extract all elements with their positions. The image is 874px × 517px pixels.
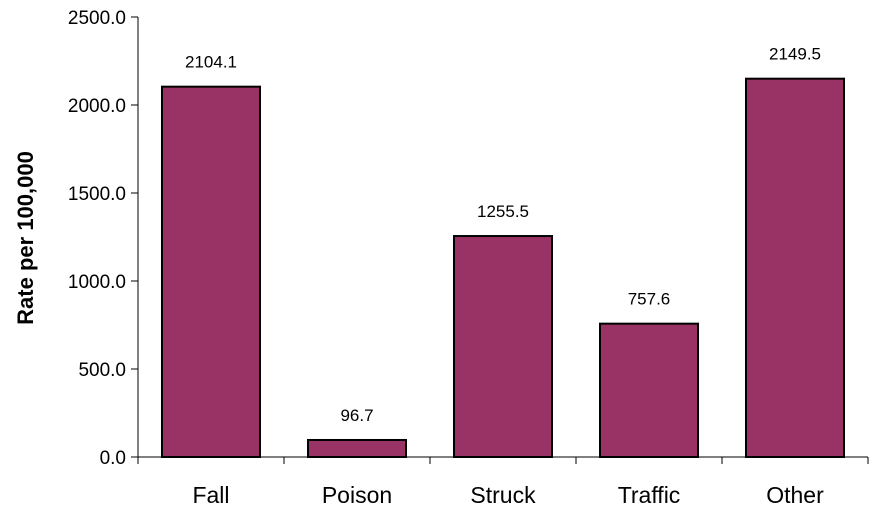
bar-struck <box>453 235 553 458</box>
y-tick-label: 1500.0 <box>68 184 126 205</box>
y-axis-title: Rate per 100,000 <box>13 151 38 325</box>
data-label: 2149.5 <box>769 45 821 64</box>
x-category-label: Poison <box>322 482 392 508</box>
x-category-label: Other <box>766 482 824 508</box>
bar-traffic <box>599 322 699 459</box>
data-label: 1255.5 <box>477 202 529 221</box>
y-tick-label: 2000.0 <box>68 96 126 117</box>
bar-other <box>745 77 845 459</box>
y-tick-label: 1000.0 <box>68 272 126 293</box>
x-category-label: Traffic <box>618 482 681 508</box>
plot-area: 0.0 500.0 1000.0 1500.0 2000.0 2500.0 2104.1 Fa… <box>68 8 869 508</box>
bar-fall <box>161 85 261 458</box>
bar-poison <box>307 438 407 459</box>
data-label: 96.7 <box>340 406 373 425</box>
data-label: 2104.1 <box>185 53 237 72</box>
data-label: 757.6 <box>628 290 671 309</box>
x-category-label: Struck <box>470 482 536 508</box>
x-category-label: Fall <box>192 482 229 508</box>
y-tick-label: 2500.0 <box>68 8 126 29</box>
y-tick-label: 0.0 <box>100 448 126 469</box>
y-tick-label: 500.0 <box>78 360 126 381</box>
